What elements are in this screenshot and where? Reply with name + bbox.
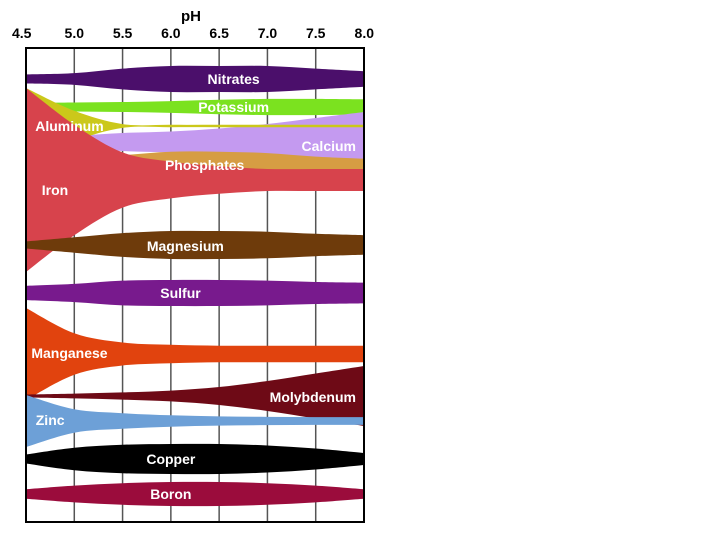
- band-label-magnesium: Magnesium: [147, 238, 224, 254]
- x-tick-label: 8.0: [355, 25, 375, 41]
- band-zinc: [26, 395, 364, 447]
- band-label-nitrates: Nitrates: [208, 71, 260, 87]
- x-tick-label: 7.0: [258, 25, 278, 41]
- band-iron: [26, 88, 364, 272]
- x-tick-label: 4.5: [12, 25, 32, 41]
- band-label-boron: Boron: [150, 486, 191, 502]
- band-manganese: [26, 308, 364, 400]
- band-label-manganese: Manganese: [31, 345, 107, 361]
- band-label-molybdenum: Molybdenum: [270, 389, 356, 405]
- band-nitrates: [26, 65, 364, 93]
- band-boron: [26, 481, 364, 507]
- band-label-aluminum: Aluminum: [35, 118, 103, 134]
- x-tick-label: 7.5: [306, 25, 326, 41]
- x-tick-label: 5.5: [113, 25, 133, 41]
- band-label-sulfur: Sulfur: [160, 285, 201, 301]
- band-label-iron: Iron: [42, 182, 68, 198]
- x-axis-title: pH: [181, 8, 201, 25]
- nutrient-bands: [26, 65, 364, 507]
- x-tick-labels: 4.5 5.0 5.5 6.0 6.5 7.0 7.5 8.0: [12, 25, 374, 41]
- band-magnesium: [26, 230, 364, 260]
- band-label-calcium: Calcium: [302, 138, 356, 154]
- band-potassium: [26, 98, 364, 116]
- band-label-copper: Copper: [146, 451, 196, 467]
- band-copper: [26, 443, 364, 475]
- band-label-potassium: Potassium: [198, 99, 269, 115]
- band-label-phosphates: Phosphates: [165, 157, 245, 173]
- band-sulfur: [26, 279, 364, 307]
- band-molybdenum: [26, 366, 364, 426]
- x-tick-label: 5.0: [65, 25, 85, 41]
- band-label-zinc: Zinc: [36, 412, 65, 428]
- x-tick-label: 6.0: [161, 25, 181, 41]
- x-tick-label: 6.5: [209, 25, 229, 41]
- band-aluminum: [26, 88, 364, 164]
- nutrient-labels: Nitrates Potassium Calcium Aluminum Phosphat…: [31, 71, 356, 502]
- plot-frame: [25, 47, 365, 523]
